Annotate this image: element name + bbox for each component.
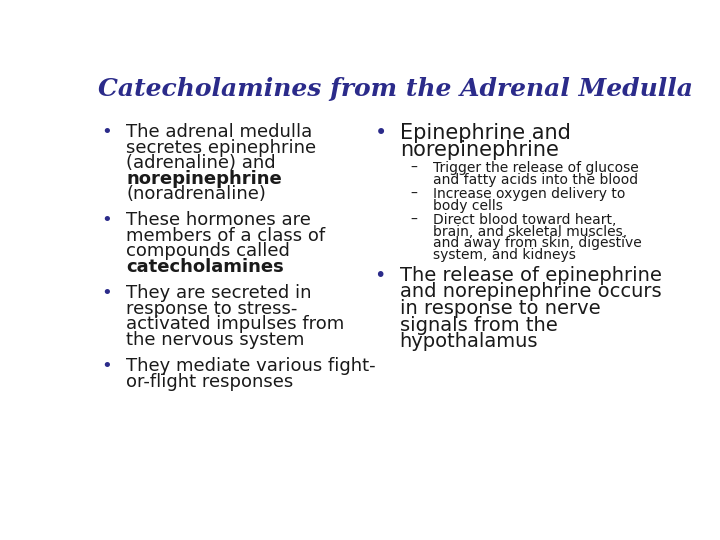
Text: •: • [101, 123, 112, 141]
Text: Trigger the release of glucose: Trigger the release of glucose [433, 161, 639, 175]
Text: signals from the: signals from the [400, 316, 557, 335]
Text: –: – [411, 161, 418, 175]
Text: •: • [374, 123, 387, 143]
Text: The adrenal medulla: The adrenal medulla [126, 123, 312, 141]
Text: hypothalamus: hypothalamus [400, 333, 538, 352]
Text: body cells: body cells [433, 199, 503, 213]
Text: the nervous system: the nervous system [126, 331, 305, 349]
Text: •: • [101, 212, 112, 230]
Text: These hormones are: These hormones are [126, 212, 311, 230]
Text: (adrenaline) and: (adrenaline) and [126, 154, 276, 172]
Text: catecholamines: catecholamines [126, 258, 284, 276]
Text: or-flight responses: or-flight responses [126, 373, 294, 391]
Text: Epinephrine and: Epinephrine and [400, 123, 570, 143]
Text: norepinephrine: norepinephrine [126, 170, 282, 187]
Text: •: • [374, 266, 386, 285]
Text: and away from skin, digestive: and away from skin, digestive [433, 236, 642, 250]
Text: norepinephrine: norepinephrine [400, 140, 559, 160]
Text: activated impulses from: activated impulses from [126, 315, 344, 333]
Text: and fatty acids into the blood: and fatty acids into the blood [433, 173, 639, 187]
Text: in response to nerve: in response to nerve [400, 299, 600, 318]
Text: •: • [101, 285, 112, 302]
Text: brain, and skeletal muscles,: brain, and skeletal muscles, [433, 225, 627, 239]
Text: and norepinephrine occurs: and norepinephrine occurs [400, 282, 661, 301]
Text: –: – [411, 213, 418, 227]
Text: The release of epinephrine: The release of epinephrine [400, 266, 662, 285]
Text: (noradrenaline): (noradrenaline) [126, 185, 266, 203]
Text: response to stress-: response to stress- [126, 300, 297, 318]
Text: They mediate various fight-: They mediate various fight- [126, 357, 376, 375]
Text: system, and kidneys: system, and kidneys [433, 248, 576, 262]
Text: •: • [101, 357, 112, 375]
Text: Catecholamines from the Adrenal Medulla: Catecholamines from the Adrenal Medulla [99, 77, 693, 102]
Text: secretes epinephrine: secretes epinephrine [126, 139, 316, 157]
Text: members of a class of: members of a class of [126, 227, 325, 245]
Text: compounds called: compounds called [126, 242, 290, 260]
Text: They are secreted in: They are secreted in [126, 285, 312, 302]
Text: Increase oxygen delivery to: Increase oxygen delivery to [433, 187, 626, 201]
Text: Direct blood toward heart,: Direct blood toward heart, [433, 213, 616, 227]
Text: –: – [411, 187, 418, 201]
